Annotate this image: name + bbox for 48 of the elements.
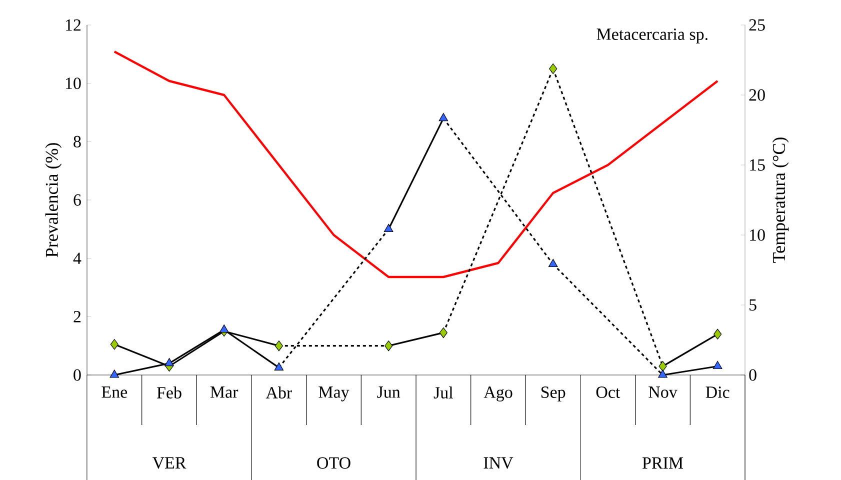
point	[384, 224, 394, 232]
point	[110, 370, 120, 378]
y-tick-label: 10	[66, 78, 81, 90]
point	[110, 339, 118, 350]
y2-tick-label: 5	[750, 299, 756, 311]
x-tick-label: May	[318, 386, 350, 402]
x-tick-label: Jul	[434, 386, 453, 398]
y-tick-label: 4	[73, 252, 82, 264]
point	[714, 328, 722, 340]
y-tick-label: 2	[74, 311, 81, 322]
x-tick-label: Nov	[648, 386, 678, 398]
text: PRIM	[642, 457, 684, 469]
point	[548, 258, 558, 267]
y-tick-label: 12	[66, 19, 81, 31]
point	[274, 362, 284, 371]
point	[384, 340, 393, 352]
text: INV	[484, 457, 514, 469]
point	[219, 324, 229, 333]
y2-tick-label: 0	[749, 369, 756, 381]
x-tick-label: Feb	[156, 386, 182, 398]
x-tick-label: Jun	[377, 386, 400, 398]
point	[164, 358, 174, 366]
point	[658, 360, 667, 372]
point	[712, 360, 722, 370]
point	[549, 63, 558, 74]
chart-title: Metacercaria sp.	[596, 28, 708, 44]
point	[658, 370, 668, 378]
y2-tick-label: 15	[750, 159, 765, 171]
x-tick-label: Ago	[484, 386, 512, 402]
y-tick-label: 0	[74, 369, 81, 381]
y-axis-title: Prevalencia (%)	[45, 143, 62, 258]
text: VER	[152, 457, 186, 469]
y2-axis-title: Temperatura (°C)	[772, 138, 789, 263]
x-tick-label: Sep	[541, 386, 566, 402]
y-tick-label: 8	[74, 136, 81, 148]
y2-tick-label: 25	[749, 19, 765, 31]
point	[438, 113, 448, 122]
y2-tick-label: 20	[749, 89, 765, 101]
text: OTO	[317, 457, 350, 469]
x-tick-label: Mar	[210, 386, 238, 398]
x-tick-label: Oct	[596, 386, 620, 398]
x-tick-label: Ene	[102, 386, 128, 398]
x-tick-label: Abr	[266, 386, 292, 398]
y2-tick-label: 10	[750, 229, 765, 241]
point	[274, 340, 283, 352]
y-tick-label: 6	[74, 194, 81, 206]
point	[439, 327, 448, 338]
x-tick-label: Dic	[706, 386, 730, 398]
